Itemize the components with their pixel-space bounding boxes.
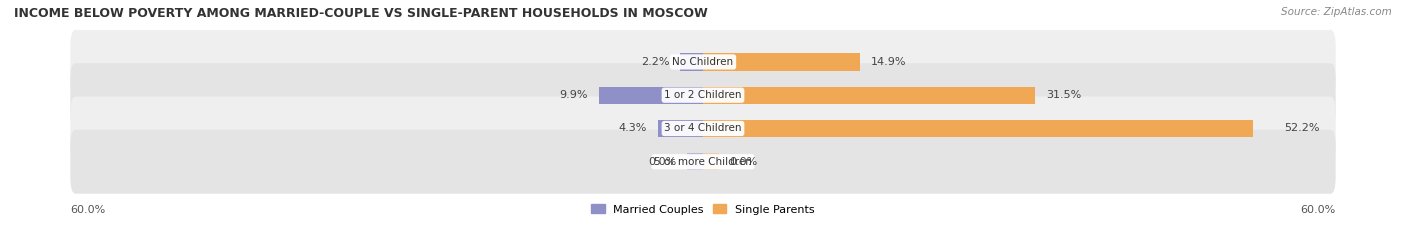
FancyBboxPatch shape: [70, 30, 1336, 94]
Bar: [681, 53, 703, 71]
Text: 0.0%: 0.0%: [648, 157, 676, 167]
Text: Source: ZipAtlas.com: Source: ZipAtlas.com: [1281, 7, 1392, 17]
Text: 0.0%: 0.0%: [730, 157, 758, 167]
Text: 3 or 4 Children: 3 or 4 Children: [664, 123, 742, 134]
FancyBboxPatch shape: [70, 63, 1336, 127]
Bar: [688, 153, 703, 170]
Text: 4.3%: 4.3%: [619, 123, 647, 134]
Bar: [599, 86, 703, 104]
Text: 31.5%: 31.5%: [1046, 90, 1081, 100]
Bar: [703, 153, 718, 170]
Bar: [703, 120, 1254, 137]
Text: 9.9%: 9.9%: [560, 90, 588, 100]
FancyBboxPatch shape: [70, 96, 1336, 161]
Text: INCOME BELOW POVERTY AMONG MARRIED-COUPLE VS SINGLE-PARENT HOUSEHOLDS IN MOSCOW: INCOME BELOW POVERTY AMONG MARRIED-COUPL…: [14, 7, 707, 20]
Text: 60.0%: 60.0%: [70, 205, 105, 215]
Bar: [703, 53, 860, 71]
FancyBboxPatch shape: [70, 130, 1336, 194]
Legend: Married Couples, Single Parents: Married Couples, Single Parents: [592, 204, 814, 215]
Bar: [658, 120, 703, 137]
Text: No Children: No Children: [672, 57, 734, 67]
Text: 52.2%: 52.2%: [1285, 123, 1320, 134]
Text: 5 or more Children: 5 or more Children: [654, 157, 752, 167]
Text: 60.0%: 60.0%: [1301, 205, 1336, 215]
Text: 14.9%: 14.9%: [870, 57, 905, 67]
Text: 1 or 2 Children: 1 or 2 Children: [664, 90, 742, 100]
Text: 2.2%: 2.2%: [641, 57, 669, 67]
Bar: [703, 86, 1035, 104]
